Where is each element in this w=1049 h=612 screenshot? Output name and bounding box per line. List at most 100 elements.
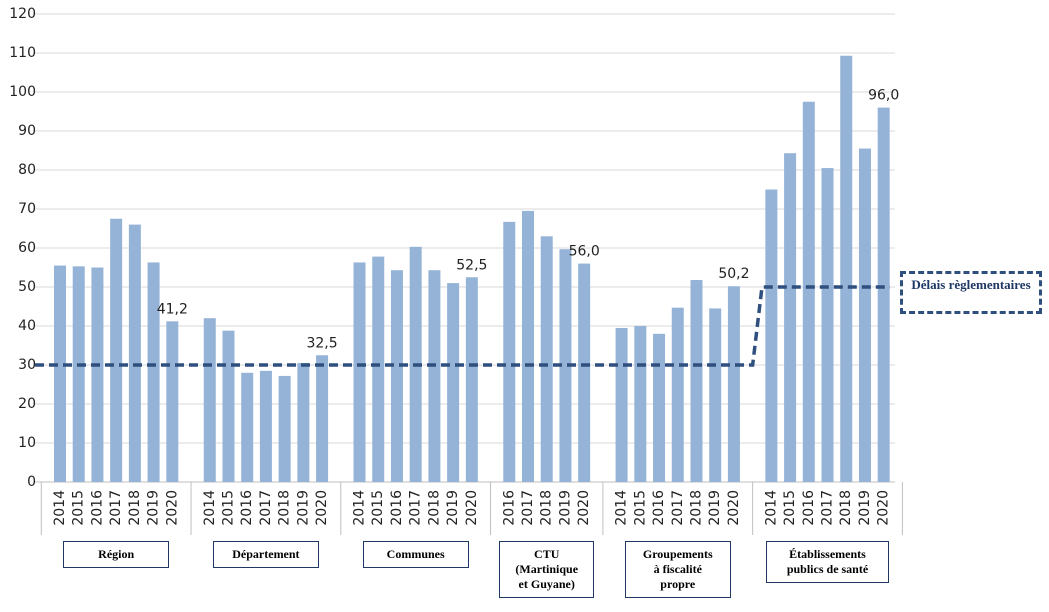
bar xyxy=(316,355,329,482)
bar xyxy=(465,277,478,482)
y-tick-label: 40 xyxy=(18,318,36,334)
bar xyxy=(671,307,684,482)
bar xyxy=(559,249,572,482)
group-label: CTU (Martinique et Guyane) xyxy=(499,541,595,598)
bar xyxy=(390,270,403,482)
x-tick-label: 2019 xyxy=(146,490,162,526)
x-tick-label: 2018 xyxy=(277,490,293,526)
bar xyxy=(222,330,235,482)
x-tick-label: 2015 xyxy=(71,490,87,526)
bar xyxy=(203,318,216,482)
bar xyxy=(634,326,647,482)
x-tick-label: 2015 xyxy=(782,490,798,526)
group-label: Groupements à fiscalité propre xyxy=(624,541,731,598)
data-label: 56,0 xyxy=(569,244,600,260)
data-label: 41,2 xyxy=(157,301,188,317)
x-tick-label: 2018 xyxy=(127,490,143,526)
group-label: Établissements publics de santé xyxy=(766,541,890,583)
x-tick-label: 2016 xyxy=(389,490,405,526)
x-tick-label: 2016 xyxy=(89,490,105,526)
y-tick-label: 30 xyxy=(18,357,36,373)
x-tick-label: 2020 xyxy=(576,490,592,526)
bar xyxy=(166,321,179,482)
data-label: 96,0 xyxy=(868,88,899,104)
bar xyxy=(110,218,123,482)
x-tick-label: 2016 xyxy=(501,490,517,526)
group-label: Communes xyxy=(362,541,469,568)
x-tick-label: 2014 xyxy=(352,490,368,526)
x-tick-label: 2014 xyxy=(614,490,630,526)
y-tick-label: 100 xyxy=(9,84,36,100)
bar xyxy=(372,256,385,482)
x-tick-label: 2017 xyxy=(108,490,124,526)
bar xyxy=(821,168,834,483)
x-tick-label: 2018 xyxy=(539,490,555,526)
data-label: 52,5 xyxy=(456,257,487,273)
x-tick-label: 2018 xyxy=(688,490,704,526)
x-tick-label: 2020 xyxy=(164,490,180,526)
bar xyxy=(428,270,441,482)
x-tick-label: 2020 xyxy=(726,490,742,526)
bar xyxy=(765,189,778,482)
bar xyxy=(784,153,797,483)
bar xyxy=(540,236,553,482)
x-tick-label: 2016 xyxy=(239,490,255,526)
x-tick-label: 2015 xyxy=(370,490,386,526)
x-tick-label: 2017 xyxy=(520,490,536,526)
x-tick-label: 2017 xyxy=(258,490,274,526)
y-tick-label: 10 xyxy=(18,435,36,451)
x-tick-label: 2015 xyxy=(632,490,648,526)
y-tick-label: 0 xyxy=(27,474,36,490)
bar xyxy=(727,286,740,482)
bar xyxy=(877,107,890,482)
bar xyxy=(147,262,160,482)
bar xyxy=(503,221,516,482)
x-tick-label: 2014 xyxy=(763,490,779,526)
x-tick-label: 2019 xyxy=(557,490,573,526)
bar xyxy=(709,308,722,482)
y-tick-label: 50 xyxy=(18,279,36,295)
x-tick-label: 2018 xyxy=(426,490,442,526)
bar xyxy=(128,224,141,482)
reference-line xyxy=(35,285,890,367)
bar xyxy=(858,148,871,483)
x-tick-label: 2020 xyxy=(314,490,330,526)
x-tick-label: 2019 xyxy=(295,490,311,526)
x-tick-label: 2015 xyxy=(220,490,236,526)
bar xyxy=(72,266,85,482)
bar xyxy=(91,267,104,482)
x-tick-label: 2019 xyxy=(857,490,873,526)
y-tick-label: 20 xyxy=(18,396,36,412)
bar xyxy=(840,55,853,482)
bar xyxy=(802,101,815,482)
x-tick-label: 2020 xyxy=(464,490,480,526)
bar xyxy=(54,265,66,482)
bar xyxy=(259,370,272,482)
x-tick-label: 2014 xyxy=(202,490,218,526)
bar xyxy=(690,279,703,482)
x-tick-label: 2018 xyxy=(838,490,854,526)
bar xyxy=(241,372,254,482)
x-tick-label: 2019 xyxy=(707,490,723,526)
y-tick-label: 60 xyxy=(18,240,36,256)
x-tick-label: 2014 xyxy=(52,490,68,526)
bar xyxy=(653,333,666,482)
bar xyxy=(297,363,310,482)
y-tick-label: 110 xyxy=(9,45,36,61)
group-label: Région xyxy=(63,541,170,568)
bar xyxy=(447,283,460,482)
bar xyxy=(278,375,291,482)
bar xyxy=(615,327,628,482)
bar xyxy=(578,263,591,482)
y-tick-label: 90 xyxy=(18,123,36,139)
y-tick-label: 120 xyxy=(9,6,36,22)
data-label: 32,5 xyxy=(306,335,337,351)
x-tick-label: 2016 xyxy=(651,490,667,526)
x-tick-label: 2017 xyxy=(820,490,836,526)
x-tick-label: 2016 xyxy=(801,490,817,526)
y-tick-label: 70 xyxy=(18,201,36,217)
x-tick-label: 2020 xyxy=(876,490,892,526)
y-tick-label: 80 xyxy=(18,162,36,178)
